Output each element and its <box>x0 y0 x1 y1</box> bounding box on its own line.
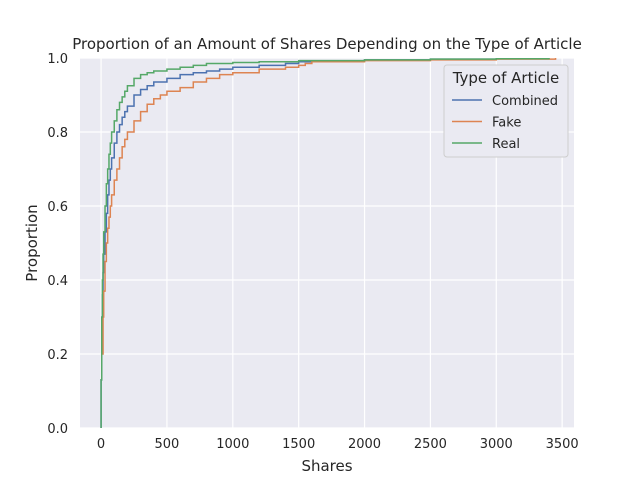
legend-entries: Combined Fake Real <box>452 94 558 152</box>
legend: Type of Article Combined Fake Real <box>443 64 569 158</box>
y-axis-label: Proportion <box>23 204 41 281</box>
chart-title: Proportion of an Amount of Shares Depend… <box>72 35 582 53</box>
series-line-fake <box>102 58 557 355</box>
x-axis-label: Shares <box>301 457 352 475</box>
y-tick-label: 0.2 <box>47 348 68 363</box>
legend-label-fake: Fake <box>492 116 521 131</box>
legend-label-real: Real <box>492 137 520 152</box>
x-tick-label: 3000 <box>480 437 513 452</box>
series-layer <box>100 57 557 428</box>
x-tick-label: 3500 <box>546 437 579 452</box>
x-axis-ticks: 0 500 1000 1500 2000 2500 3000 3500 <box>97 437 579 452</box>
x-tick-label: 1500 <box>282 437 315 452</box>
x-tick-label: 2000 <box>348 437 381 452</box>
legend-title: Type of Article <box>452 69 560 87</box>
y-tick-label: 0.0 <box>47 422 68 437</box>
x-tick-label: 0 <box>97 437 105 452</box>
legend-label-combined: Combined <box>492 94 558 109</box>
y-tick-label: 0.6 <box>47 200 68 215</box>
legend-box <box>443 64 569 158</box>
series-line-real <box>100 57 550 428</box>
x-tick-label: 1000 <box>216 437 249 452</box>
y-tick-label: 0.4 <box>47 274 68 289</box>
x-tick-label: 500 <box>155 437 180 452</box>
y-axis-ticks: 0.0 0.2 0.4 0.6 0.8 1.0 <box>47 52 68 437</box>
y-tick-label: 0.8 <box>47 126 68 141</box>
x-tick-label: 2500 <box>414 437 447 452</box>
y-tick-label: 1.0 <box>47 52 68 67</box>
